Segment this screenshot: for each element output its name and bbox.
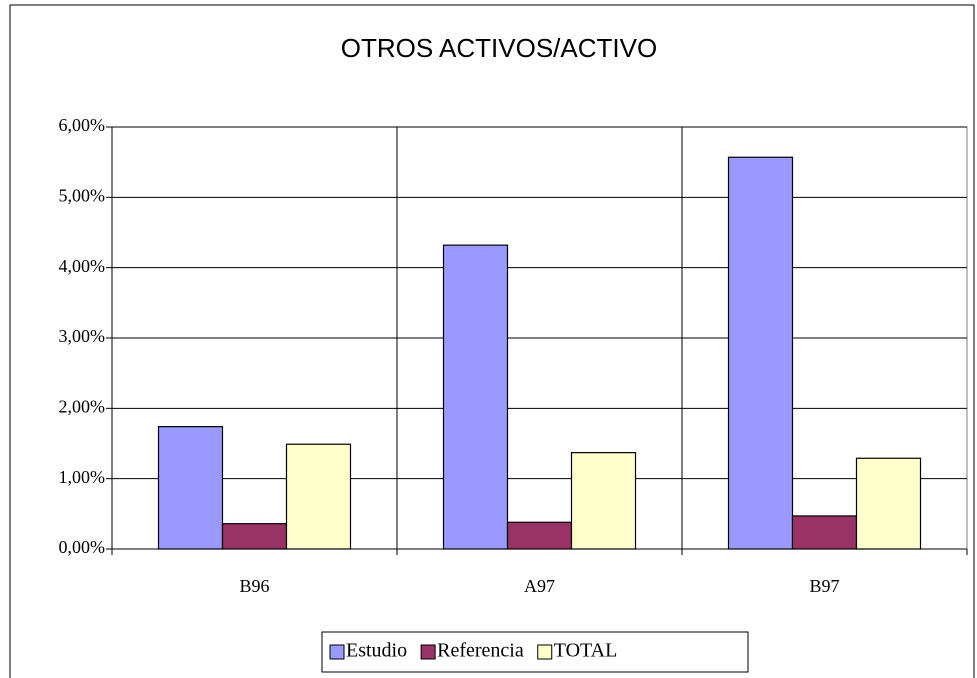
bar bbox=[506, 521, 573, 550]
bar bbox=[791, 515, 858, 550]
y-tick-label: 0,00% bbox=[59, 537, 106, 557]
bar bbox=[221, 523, 288, 550]
legend-swatch bbox=[420, 644, 436, 660]
y-tick-label: 5,00% bbox=[59, 185, 106, 205]
x-tick-label: B96 bbox=[239, 576, 269, 596]
bar bbox=[570, 452, 637, 550]
legend-label: Referencia bbox=[437, 640, 524, 662]
legend-box bbox=[321, 631, 749, 673]
chart-title: OTROS ACTIVOS/ACTIVO bbox=[341, 33, 657, 63]
legend-label: TOTAL bbox=[554, 640, 618, 662]
x-tick-label: A97 bbox=[524, 576, 555, 596]
bar bbox=[727, 156, 794, 550]
bar bbox=[285, 443, 352, 550]
legend-label: Estudio bbox=[346, 640, 407, 662]
y-tick-label: 3,00% bbox=[59, 326, 106, 346]
y-tick-label: 2,00% bbox=[59, 396, 106, 416]
legend-swatch bbox=[537, 644, 553, 660]
legend-swatch bbox=[329, 644, 345, 660]
y-tick-label: 1,00% bbox=[59, 467, 106, 487]
bar bbox=[157, 426, 224, 550]
x-tick-label: B97 bbox=[809, 576, 839, 596]
y-tick-label: 4,00% bbox=[59, 256, 106, 276]
bar bbox=[855, 457, 922, 550]
bar bbox=[442, 244, 509, 550]
y-tick-label: 6,00% bbox=[59, 115, 106, 135]
